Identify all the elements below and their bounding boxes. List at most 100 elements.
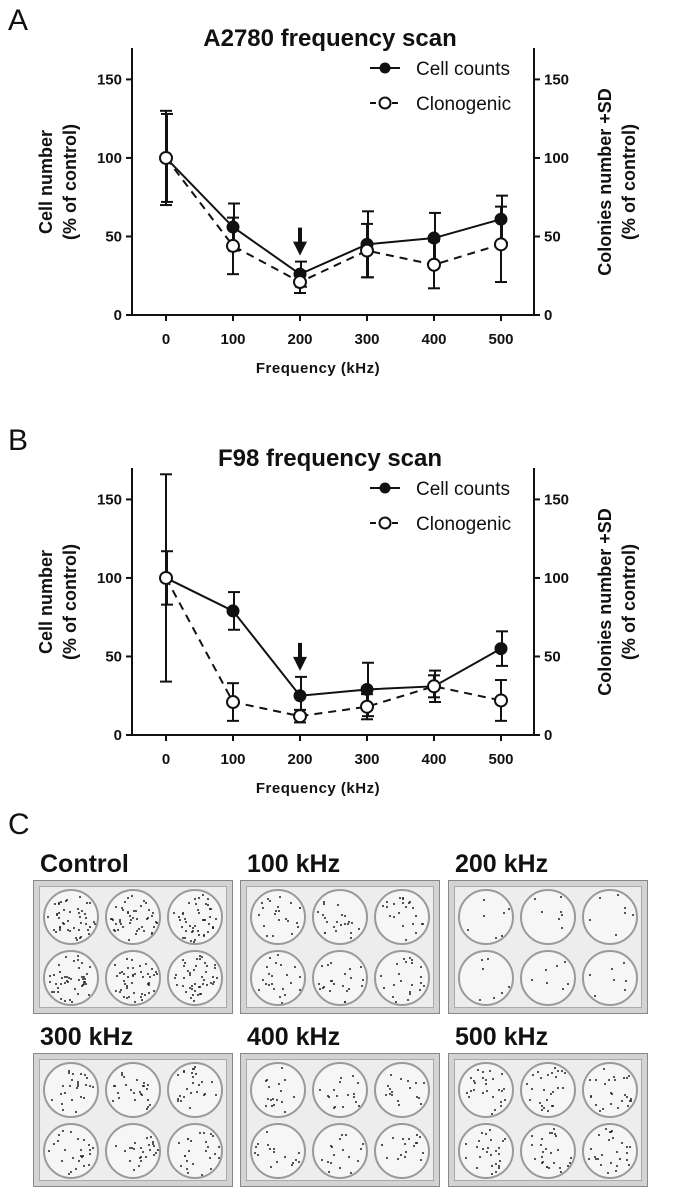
colony-dot (130, 919, 133, 922)
data-point (293, 275, 307, 290)
colony-dot (292, 1096, 295, 1099)
colony-dot (408, 992, 411, 995)
colony-dot (58, 917, 61, 920)
colony-dot (562, 987, 565, 990)
colony-dot (135, 930, 138, 933)
colony-dot (335, 1094, 338, 1097)
colony-dot (274, 962, 277, 965)
colony-dot (281, 1001, 284, 1004)
colony-dot (84, 923, 87, 926)
colony-dot (154, 1152, 157, 1155)
colony-dot (502, 1140, 505, 1143)
colony-dot (122, 995, 125, 998)
y-tick-label-right: 150 (544, 491, 569, 508)
colony-dot (59, 982, 62, 985)
colony-dot (560, 1171, 563, 1174)
colony-dot (193, 1066, 196, 1069)
colony-dot (62, 923, 65, 926)
colony-dot (115, 975, 118, 978)
colony-dot (200, 975, 203, 978)
colony-dot (405, 939, 408, 942)
y-axis-label-left-line2: (% of control) (60, 124, 80, 240)
colony-dot (560, 911, 563, 914)
well (582, 1062, 638, 1118)
colony-dot (331, 1145, 334, 1148)
colony-dot (270, 1104, 273, 1107)
colony-dot (560, 913, 563, 916)
colony-dot (534, 1157, 537, 1160)
colony-dot (615, 1165, 618, 1168)
colony-dot (217, 1156, 220, 1159)
colony-dot (555, 1075, 558, 1078)
colony-dot (181, 985, 184, 988)
colony-dot (47, 916, 50, 919)
colony-dot (197, 934, 200, 937)
colony-dot (182, 1071, 185, 1074)
colony-dot (531, 1134, 534, 1137)
colony-dot (402, 896, 405, 899)
colony-dot (144, 962, 147, 965)
colony-dot (192, 968, 195, 971)
colony-dot (60, 1092, 63, 1095)
colony-dot (186, 969, 189, 972)
legend-marker-clonogenic (378, 96, 392, 110)
colony-dot (122, 925, 125, 928)
colony-dot (79, 895, 82, 898)
colony-dot (419, 1135, 422, 1138)
colony-dot (351, 922, 354, 925)
colony-dot (271, 934, 274, 937)
colony-dot (409, 1087, 412, 1090)
colony-dot (485, 1089, 488, 1092)
colony-dot (213, 964, 216, 967)
colony-dot (110, 918, 113, 921)
colony-dot (329, 961, 332, 964)
colony-dot (128, 1147, 131, 1150)
colony-dot (490, 1138, 493, 1141)
colony-dot (266, 898, 269, 901)
colony-dot (152, 926, 155, 929)
colony-dot (186, 1168, 189, 1171)
colony-dot (394, 1000, 397, 1003)
colony-dot (57, 912, 60, 915)
colony-dot (266, 965, 269, 968)
colony-dot (114, 1084, 117, 1087)
colony-dot (79, 1148, 82, 1151)
colony-dot (52, 973, 55, 976)
colony-dot (121, 1072, 124, 1075)
colony-dot (145, 1155, 148, 1158)
colony-dot (349, 976, 352, 979)
colony-dot (357, 1104, 360, 1107)
colony-dot (258, 988, 261, 991)
colony-dot (204, 970, 207, 973)
colony-dot (625, 1159, 628, 1162)
colony-dot (339, 1166, 342, 1169)
colony-dot (127, 975, 130, 978)
colony-dot (54, 930, 57, 933)
colony-dot (203, 1093, 206, 1096)
colony-dot (484, 1082, 487, 1085)
colony-dot (266, 1098, 269, 1101)
y-axis-label-left-line1: Cell number (36, 550, 56, 654)
colony-dot (177, 1098, 180, 1101)
well (520, 889, 576, 945)
colony-dot (189, 971, 192, 974)
colony-dot (148, 975, 151, 978)
colony-dot (139, 1156, 142, 1159)
well (167, 950, 223, 1006)
y-tick-label-right: 0 (544, 727, 552, 744)
colony-dot (294, 1158, 297, 1161)
colony-dot (257, 1154, 260, 1157)
colony-dot (89, 926, 92, 929)
colony-dot (204, 919, 207, 922)
colony-dot (598, 1109, 601, 1112)
colony-dot (563, 961, 566, 964)
colony-dot (508, 985, 511, 988)
colony-dot (218, 1145, 221, 1148)
colony-dot (404, 1150, 407, 1153)
colony-dot (319, 988, 322, 991)
colony-dot (541, 1150, 544, 1153)
colony-dot (273, 1151, 276, 1154)
colony-dot (156, 972, 159, 975)
colony-dot (142, 1151, 145, 1154)
colony-dot (486, 1150, 489, 1153)
